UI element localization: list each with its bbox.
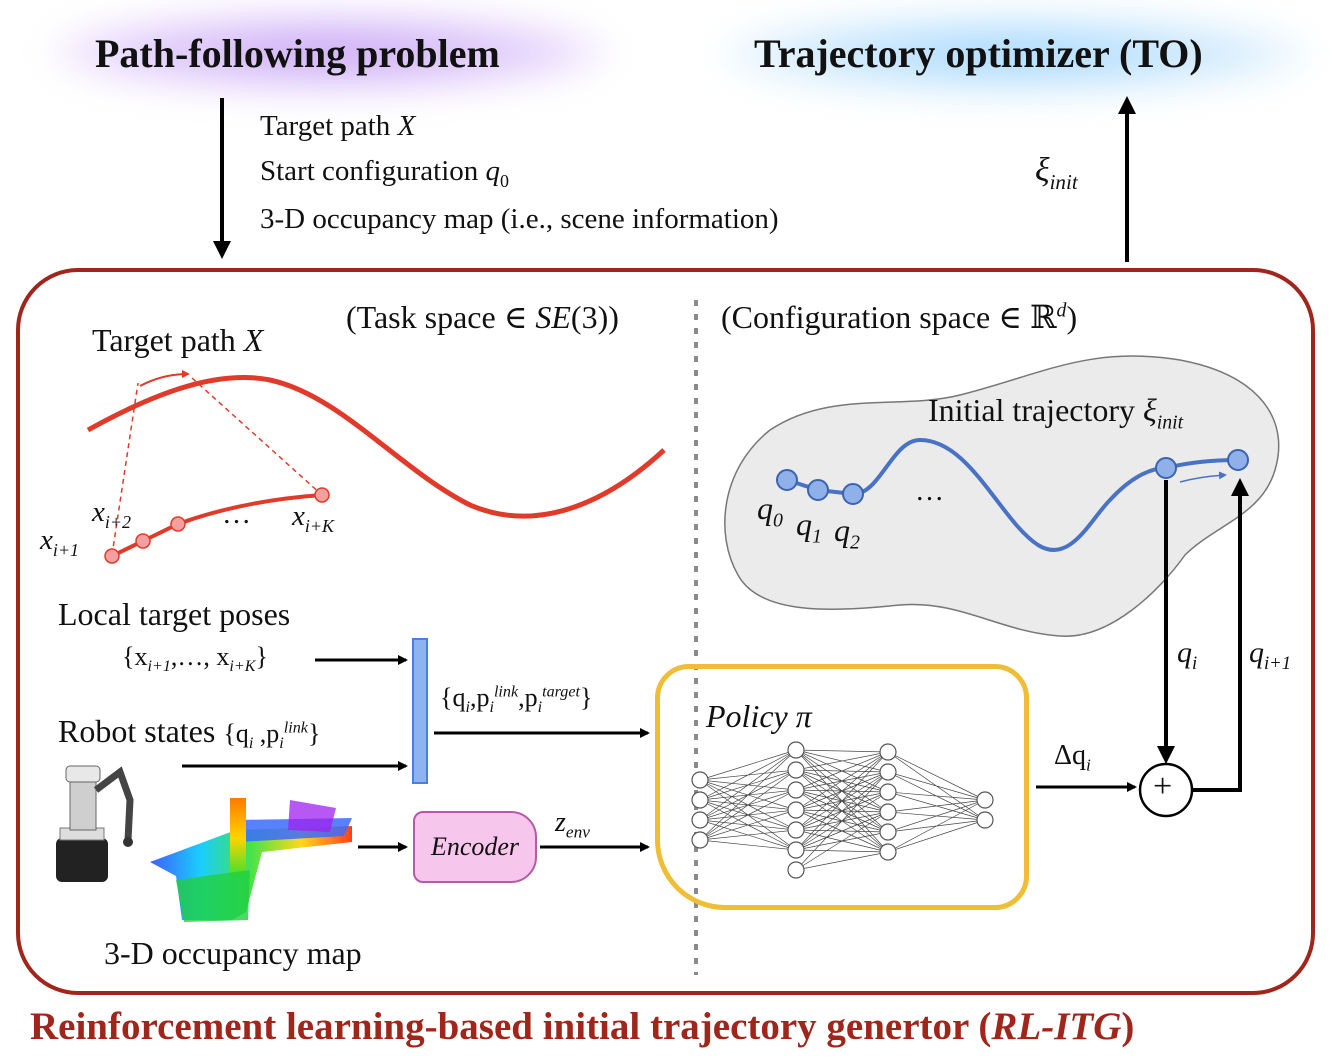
policy-network-nodes xyxy=(691,741,994,879)
left-title-glow xyxy=(50,12,610,92)
input-target-path: Target path X xyxy=(260,110,416,142)
qi1-arrow xyxy=(1190,478,1249,792)
traj-point-q0 xyxy=(776,469,798,491)
pose-point-i3 xyxy=(170,516,186,532)
left-title: Path-following problem xyxy=(95,31,500,76)
input-start-config: Start configuration q0 xyxy=(260,155,509,191)
config-space-label: (Configuration space ∈ ℝd) xyxy=(721,299,1078,335)
traj-label-q2: q2 xyxy=(834,512,860,554)
initial-trajectory-arrow xyxy=(1179,471,1227,483)
target-path-arrow xyxy=(139,370,190,387)
footer-title: Reinforcement learning-based initial tra… xyxy=(30,1005,1135,1048)
pose-dots: … xyxy=(222,498,251,530)
task-space-label: (Task space ∈ SE(3)) xyxy=(346,299,619,335)
right-title-glow xyxy=(720,14,1310,94)
robot-states-label: Robot states {qi ,pilink} xyxy=(58,713,321,753)
traj-point-qi1 xyxy=(1227,449,1249,471)
robot-image xyxy=(56,765,134,882)
qi-label: qi xyxy=(1177,636,1198,674)
concat-bar xyxy=(412,638,428,784)
concat-label: {qi,pilink,pitarget} xyxy=(440,683,593,717)
pose-label-i2: xi+2 xyxy=(92,496,131,532)
traj-point-q1 xyxy=(807,479,829,501)
pose-label-i1: xi+1 xyxy=(40,524,79,560)
traj-label-q1: q1 xyxy=(796,506,822,548)
policy-label: Policy π xyxy=(706,698,812,734)
right-title: Trajectory optimizer (TO) xyxy=(754,31,1203,76)
dq-label: Δqi xyxy=(1054,740,1091,775)
pose-point-i1 xyxy=(104,548,120,564)
sum-node xyxy=(1138,762,1194,818)
pose-point-iK xyxy=(314,487,330,503)
pose-label-iK: xi+K xyxy=(292,500,334,536)
local-target-set: {xi+1,…, xi+K} xyxy=(122,642,268,676)
rl-itg-frame xyxy=(16,268,1315,995)
sum-plus: + xyxy=(1153,768,1173,805)
traj-label-q0: q0 xyxy=(757,490,783,532)
pose-point-i2 xyxy=(135,533,151,549)
initial-trajectory-label: Initial trajectory ξinit xyxy=(928,392,1184,434)
projection-line-2 xyxy=(191,377,323,496)
config-space-blob xyxy=(724,355,1280,637)
projection-line-1 xyxy=(111,382,139,556)
policy-block xyxy=(655,664,1029,910)
output-xi-init: ξinit xyxy=(1035,152,1078,194)
occupancy-map-image xyxy=(150,798,352,922)
traj-dots: … xyxy=(915,475,944,507)
target-path-curve xyxy=(86,375,666,519)
encoder-block: Encoder xyxy=(413,811,537,883)
traj-point-qi xyxy=(1155,457,1177,479)
occupancy-map-label: 3-D occupancy map xyxy=(104,935,362,971)
input-occupancy: 3-D occupancy map (i.e., scene informati… xyxy=(260,203,779,235)
policy-network xyxy=(699,749,986,871)
encoder-label: Encoder xyxy=(430,832,520,861)
local-target-label: Local target poses xyxy=(58,596,291,632)
target-path-label: Target path X xyxy=(92,322,264,358)
zenv-label: zenv xyxy=(555,807,590,842)
traj-point-q2 xyxy=(842,483,864,505)
qi1-label: qi+1 xyxy=(1249,636,1292,674)
